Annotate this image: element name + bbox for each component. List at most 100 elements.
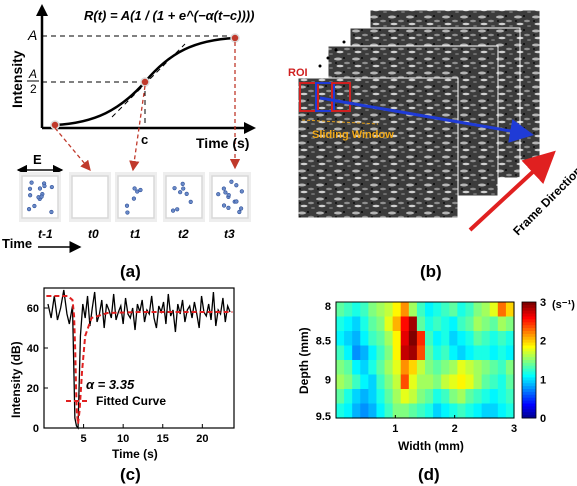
d-colorbar-step bbox=[522, 310, 536, 315]
d-cell bbox=[408, 360, 418, 376]
d-cell bbox=[352, 345, 361, 361]
d-cell bbox=[425, 374, 434, 390]
d-colorbar-step bbox=[522, 400, 536, 404]
d-cell bbox=[505, 360, 515, 376]
a-y-arrow bbox=[36, 4, 48, 16]
d-cell bbox=[400, 403, 410, 419]
d-cell bbox=[489, 302, 499, 318]
b-roi-label: ROI bbox=[288, 67, 308, 79]
d-cell bbox=[384, 389, 394, 405]
d-cell bbox=[360, 331, 369, 347]
panel-label-a: (a) bbox=[120, 262, 141, 281]
d-cell bbox=[441, 374, 450, 390]
d-cell bbox=[425, 302, 434, 318]
d-cell bbox=[433, 316, 442, 332]
b-roi-box-2 bbox=[315, 82, 335, 112]
d-cell bbox=[408, 374, 418, 390]
d-colorbar-step bbox=[522, 374, 536, 378]
d-cell bbox=[457, 374, 467, 390]
d-colorbar-step bbox=[522, 389, 536, 393]
d-cell bbox=[376, 360, 386, 376]
d-cell bbox=[360, 374, 369, 390]
d-cell bbox=[489, 389, 499, 405]
b-roi-box-3 bbox=[331, 82, 351, 112]
d-cell bbox=[465, 331, 475, 347]
panel-label-b: (b) bbox=[420, 262, 442, 281]
d-cell bbox=[344, 331, 353, 347]
d-heatmap-cells bbox=[336, 302, 515, 419]
d-colorbar-step bbox=[522, 313, 536, 317]
microbubble bbox=[28, 193, 33, 198]
d-cell bbox=[360, 302, 369, 318]
d-cell bbox=[489, 316, 499, 332]
d-colorbar-step bbox=[522, 304, 536, 309]
a-red-arrow-2 bbox=[129, 85, 146, 172]
d-cell bbox=[368, 374, 378, 390]
panel-c-chart: 5 10 15 20 0 20 40 60 α = 3.35 Fitted Curve Int… bbox=[9, 287, 235, 461]
c-x-tick-label: 20 bbox=[196, 433, 208, 445]
d-colorbar: 0 1 2 3 bbox=[521, 297, 546, 425]
b-blue-arrow bbox=[319, 96, 534, 143]
d-cell bbox=[505, 389, 515, 405]
d-cell bbox=[473, 345, 483, 361]
d-cell bbox=[408, 316, 418, 332]
d-cell bbox=[465, 403, 475, 419]
d-cell bbox=[465, 374, 475, 390]
d-colorbar-step bbox=[522, 302, 536, 306]
a-x-label: Time (s) bbox=[196, 135, 249, 151]
d-cell bbox=[400, 389, 410, 405]
d-cell bbox=[473, 331, 483, 347]
a-tick-A2-den: 2 bbox=[30, 82, 37, 96]
d-cell bbox=[433, 331, 442, 347]
d-cell bbox=[465, 360, 475, 376]
panel-a-sigmoid: R(t) = A(1 / (1 + e^(−α(t−c)))) Intensit… bbox=[2, 4, 256, 253]
microbubble bbox=[124, 203, 130, 208]
d-cell bbox=[400, 302, 410, 318]
d-cell bbox=[425, 331, 434, 347]
d-cell bbox=[481, 345, 491, 361]
microbubble bbox=[26, 207, 32, 212]
a-frames bbox=[19, 172, 251, 222]
d-x-tick-label: 1 bbox=[392, 423, 398, 435]
d-cell bbox=[473, 374, 483, 390]
d-colorbar-step bbox=[522, 307, 536, 312]
a-e-label: E bbox=[33, 152, 42, 167]
d-colorbar-step bbox=[522, 325, 536, 329]
d-cell bbox=[376, 345, 386, 361]
d-cell bbox=[489, 360, 499, 376]
d-x-tick-label: 3 bbox=[511, 423, 517, 435]
d-cell bbox=[433, 360, 442, 376]
microbubble bbox=[175, 207, 180, 212]
d-colorbar-tick-label: 3 bbox=[540, 297, 546, 309]
d-cell bbox=[352, 302, 361, 318]
d-x-label: Width (mm) bbox=[398, 439, 464, 453]
d-cell bbox=[376, 374, 386, 390]
d-cell bbox=[481, 331, 491, 347]
d-colorbar-step bbox=[522, 348, 536, 352]
d-colorbar-step bbox=[522, 319, 536, 323]
c-y-label: Intensity (dB) bbox=[9, 341, 23, 418]
a-red-arrow-1 bbox=[54, 127, 91, 171]
microbubble bbox=[226, 192, 231, 198]
d-cell bbox=[481, 389, 491, 405]
d-cell bbox=[473, 316, 483, 332]
frame-label-tm1: t-1 bbox=[38, 227, 53, 241]
a-point-start bbox=[50, 120, 60, 130]
panel-b-ultrasound-stack: Sliding Window ROI Frame Direction bbox=[288, 9, 577, 238]
microbubble bbox=[27, 186, 33, 191]
d-cell bbox=[449, 345, 458, 361]
microbubble bbox=[239, 189, 244, 194]
d-y-label: Depth (mm) bbox=[297, 327, 311, 394]
d-cell bbox=[433, 374, 442, 390]
d-cell bbox=[497, 331, 507, 347]
microbubble bbox=[135, 189, 140, 194]
a-point-mid bbox=[140, 77, 150, 87]
d-cell bbox=[457, 360, 467, 376]
d-colorbar-unit: (s⁻¹) bbox=[552, 299, 575, 311]
d-colorbar-step bbox=[522, 342, 536, 346]
d-cell bbox=[465, 302, 475, 318]
d-cell bbox=[497, 345, 507, 361]
frame-label-t3: t3 bbox=[224, 227, 235, 241]
d-colorbar-step bbox=[522, 357, 536, 361]
d-cell bbox=[384, 345, 394, 361]
